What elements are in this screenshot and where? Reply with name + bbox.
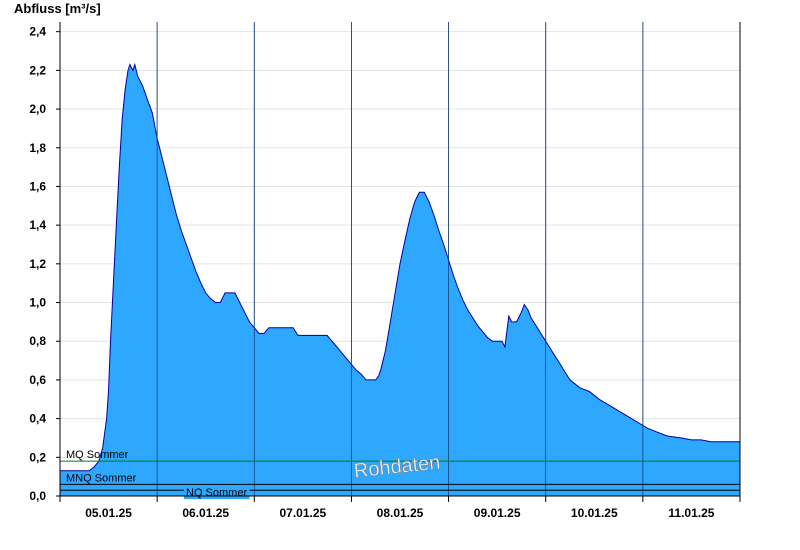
y-tick-label: 1,6 <box>29 179 46 193</box>
y-tick-label: 1,2 <box>29 257 46 271</box>
y-tick-label: 1,0 <box>29 296 46 310</box>
reference-label: MQ Sommer <box>66 449 129 461</box>
y-tick-label: 1,8 <box>29 141 46 155</box>
reference-label: NQ Sommer <box>186 487 247 499</box>
plot-area <box>60 62 740 496</box>
y-tick-label: 2,2 <box>29 63 46 77</box>
x-tick-label: 08.01.25 <box>377 506 424 520</box>
y-tick-label: 2,4 <box>29 25 46 39</box>
x-tick-label: 06.01.25 <box>182 506 229 520</box>
y-tick-label: 2,0 <box>29 102 46 116</box>
reference-label: MNQ Sommer <box>66 472 137 484</box>
discharge-area <box>60 64 740 496</box>
x-tick-label: 10.01.25 <box>571 506 618 520</box>
y-axis-title: Abfluss [m³/s] <box>14 1 101 16</box>
axes <box>56 22 741 502</box>
y-tick-label: 0,6 <box>29 373 46 387</box>
x-tick-label: 07.01.25 <box>279 506 326 520</box>
tick-labels: 0,0 0,2 0,4 0,6 0,8 1,0 1,2 1,4 1,6 1,8 2,0 2,2 2,4 0… <box>29 25 714 520</box>
y-tick-label: 0,4 <box>29 412 46 426</box>
y-tick-label: 0,8 <box>29 334 46 348</box>
x-tick-label: 09.01.25 <box>474 506 521 520</box>
day-separators <box>156 22 644 496</box>
discharge-line <box>60 62 740 472</box>
y-tick-label: 0,0 <box>29 489 46 503</box>
y-tick-label: 0,2 <box>29 450 46 464</box>
x-tick-label: 11.01.25 <box>668 506 714 520</box>
y-tick-label: 1,4 <box>29 218 46 232</box>
x-tick-label: 05.01.25 <box>85 506 132 520</box>
